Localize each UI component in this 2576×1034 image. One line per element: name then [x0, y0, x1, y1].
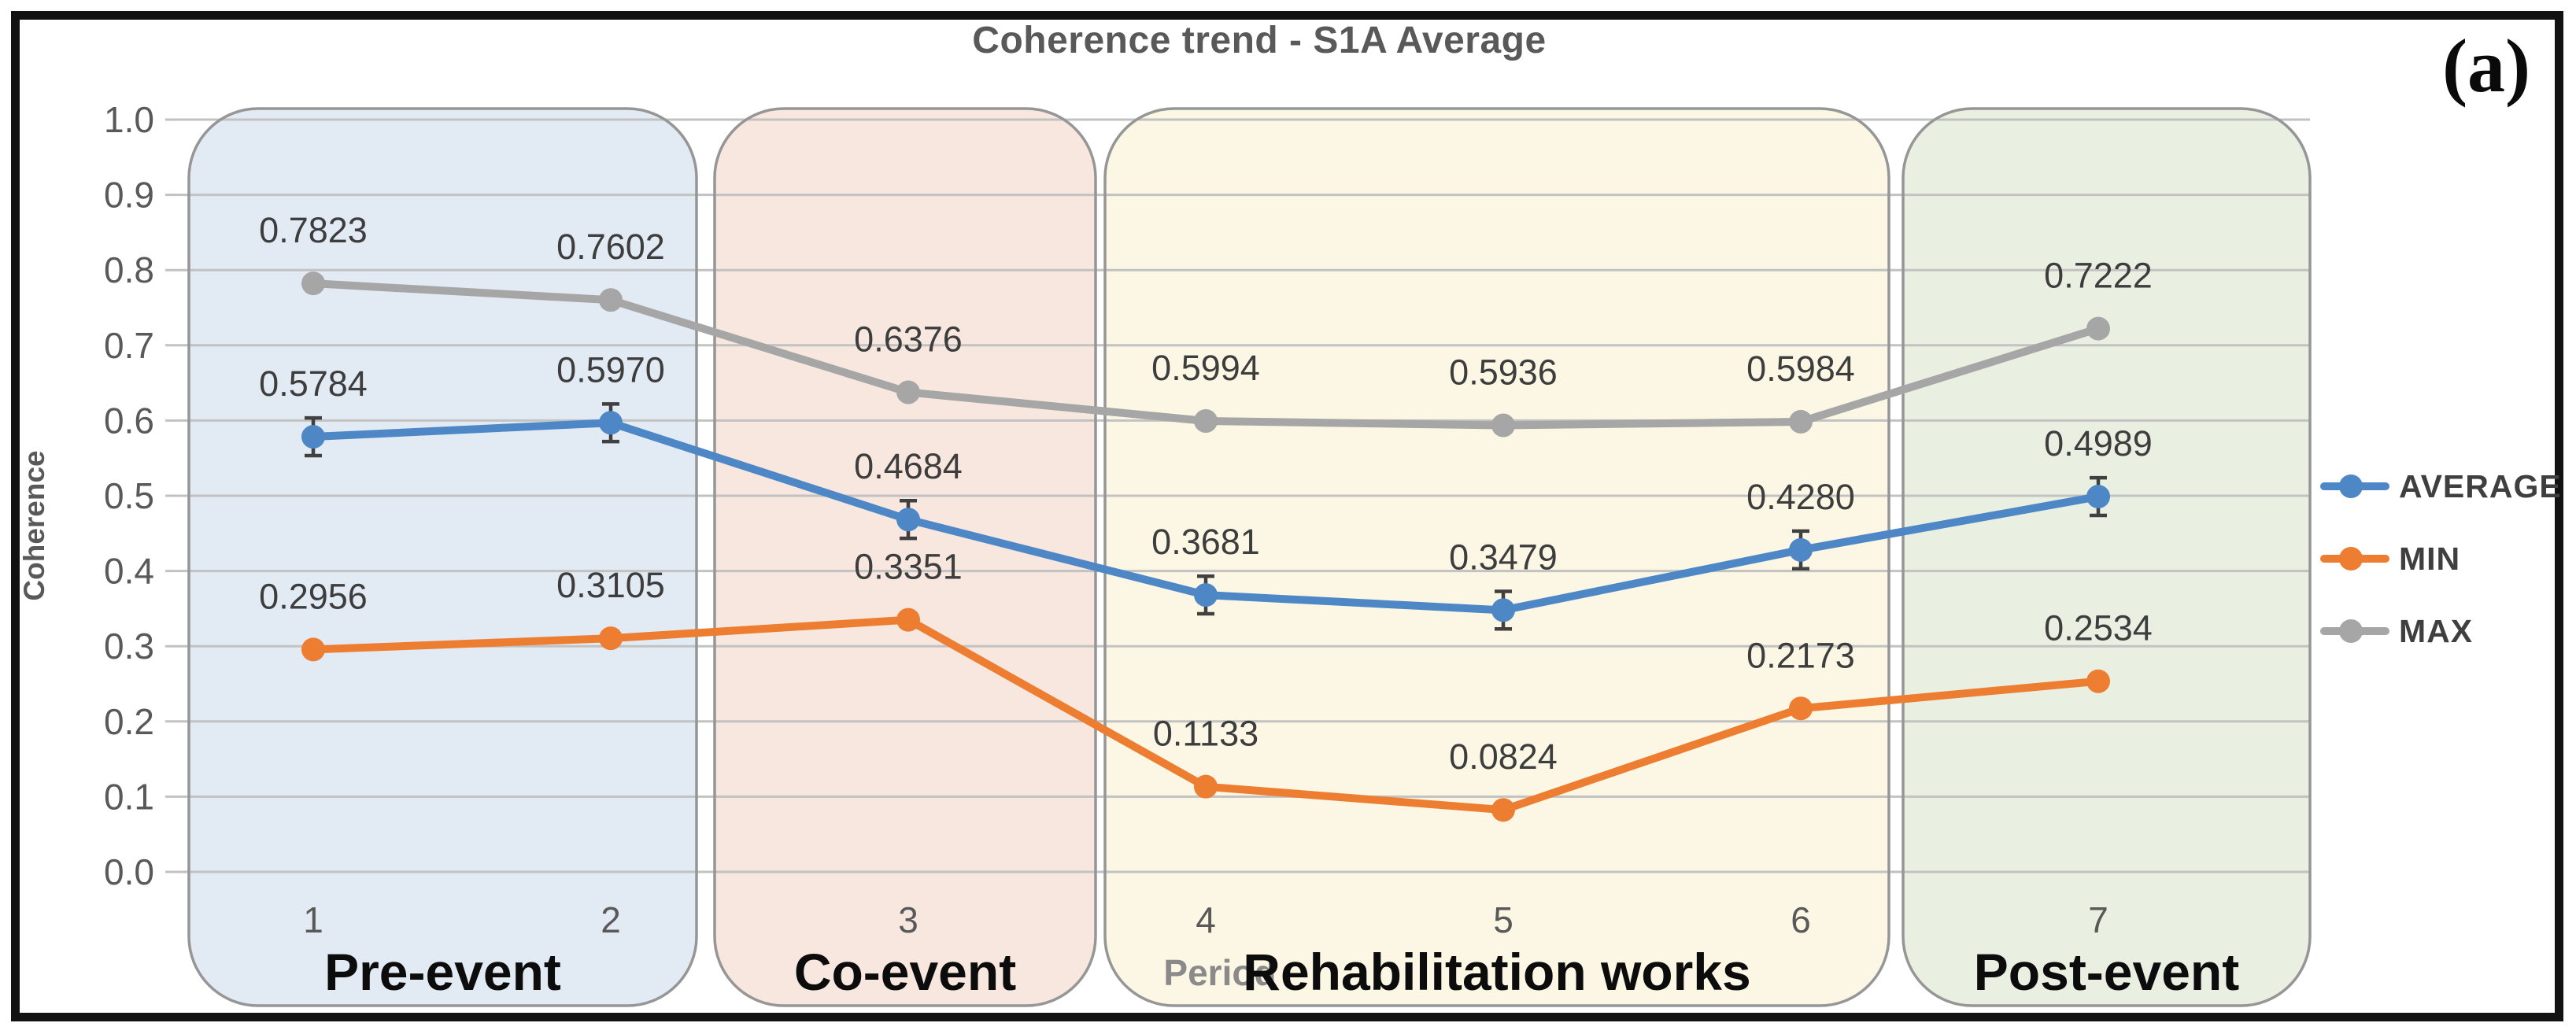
- average-point-6: [1789, 537, 1813, 562]
- max-legend-marker: [2320, 619, 2389, 643]
- average-point-5: [1491, 598, 1515, 622]
- legend-item-average: AVERAGE: [2320, 450, 2562, 523]
- min-point-6: [1789, 696, 1813, 721]
- min-label-2: 0.3105: [556, 565, 665, 605]
- max-label-2: 0.7602: [556, 227, 665, 267]
- average-label-1: 0.5784: [259, 364, 368, 404]
- legend-item-min: MIN: [2320, 523, 2562, 595]
- average-label-4: 0.3681: [1151, 522, 1260, 562]
- max-point-3: [896, 380, 920, 404]
- legend-label-min: MIN: [2399, 540, 2461, 577]
- max-label-1: 0.7823: [259, 210, 368, 250]
- min-point-3: [896, 607, 920, 632]
- average-label-7: 0.4989: [2044, 423, 2153, 463]
- phase-label-co-event: Co-event: [794, 943, 1016, 1001]
- min-legend-marker: [2320, 547, 2389, 571]
- max-label-5: 0.5936: [1449, 353, 1558, 393]
- min-point-5: [1491, 798, 1515, 822]
- legend-label-average: AVERAGE: [2399, 467, 2562, 504]
- y-tick-0.2: 0.2: [104, 701, 154, 742]
- average-label-3: 0.4684: [854, 446, 963, 486]
- x-tick-6: 6: [1791, 899, 1811, 940]
- min-point-1: [301, 637, 325, 662]
- min-legend-dot: [2339, 547, 2363, 571]
- min-point-7: [2086, 669, 2110, 693]
- legend-label-max: MAX: [2399, 612, 2474, 649]
- x-tick-4: 4: [1196, 899, 1216, 940]
- min-point-2: [599, 626, 623, 651]
- max-point-1: [301, 271, 325, 296]
- phase-region-rehabilitation-works: [1105, 109, 1889, 1006]
- average-point-7: [2086, 485, 2110, 509]
- min-label-4: 0.1133: [1153, 714, 1258, 754]
- min-label-6: 0.2173: [1746, 635, 1855, 675]
- y-tick-0.8: 0.8: [104, 249, 154, 290]
- x-tick-7: 7: [2088, 899, 2108, 940]
- max-point-7: [2086, 316, 2110, 341]
- phase-region-post-event: [1903, 109, 2310, 1006]
- x-tick-5: 5: [1493, 899, 1513, 940]
- max-point-5: [1491, 413, 1515, 438]
- legend: AVERAGE MIN MAX: [2320, 450, 2562, 667]
- phase-label-post-event: Post-event: [1974, 943, 2239, 1001]
- chart-title: Coherence trend - S1A Average: [972, 20, 1547, 61]
- y-tick-0.6: 0.6: [104, 400, 154, 441]
- phase-region-co-event: [715, 109, 1096, 1006]
- x-tick-1: 1: [303, 899, 323, 940]
- min-label-5: 0.0824: [1449, 737, 1558, 777]
- y-tick-0.0: 0.0: [104, 851, 154, 892]
- x-axis-title: Period: [1163, 952, 1276, 993]
- phase-region-pre-event: [189, 109, 697, 1006]
- y-tick-0.5: 0.5: [104, 475, 154, 516]
- average-label-5: 0.3479: [1449, 537, 1558, 577]
- max-point-2: [599, 288, 623, 312]
- min-point-4: [1194, 774, 1218, 799]
- phase-border-rehabilitation-works: [1103, 107, 1890, 1007]
- min-label-3: 0.3351: [854, 547, 963, 587]
- min-label-7: 0.2534: [2044, 608, 2153, 648]
- y-tick-0.1: 0.1: [104, 776, 154, 817]
- y-tick-1.0: 1.0: [104, 99, 154, 140]
- panel-label: (a): [2442, 24, 2530, 108]
- max-point-4: [1194, 408, 1218, 433]
- phase-label-rehabilitation-works: Rehabilitation works: [1243, 943, 1750, 1001]
- max-legend-dot: [2339, 619, 2363, 643]
- average-point-4: [1194, 583, 1218, 607]
- y-axis-title: Coherence: [18, 450, 50, 600]
- y-tick-0.4: 0.4: [104, 551, 154, 592]
- average-point-3: [896, 508, 920, 532]
- y-tick-0.3: 0.3: [104, 626, 154, 667]
- average-point-1: [301, 425, 325, 449]
- max-point-6: [1789, 409, 1813, 434]
- phase-border-co-event: [713, 107, 1097, 1007]
- x-tick-3: 3: [898, 899, 918, 940]
- x-tick-2: 2: [601, 899, 621, 940]
- y-tick-0.7: 0.7: [104, 325, 154, 366]
- legend-item-max: MAX: [2320, 595, 2562, 667]
- average-label-6: 0.4280: [1746, 477, 1855, 517]
- phase-border-pre-event: [187, 107, 698, 1007]
- y-tick-0.9: 0.9: [104, 175, 154, 216]
- phase-border-post-event: [1902, 107, 2312, 1007]
- average-legend-marker: [2320, 475, 2389, 498]
- min-label-1: 0.2956: [259, 576, 368, 616]
- max-label-6: 0.5984: [1746, 349, 1855, 389]
- max-label-7: 0.7222: [2044, 256, 2153, 296]
- phase-label-pre-event: Pre-event: [324, 943, 561, 1001]
- average-point-2: [599, 411, 623, 435]
- max-label-4: 0.5994: [1151, 348, 1260, 388]
- max-label-3: 0.6376: [854, 319, 963, 359]
- average-legend-dot: [2339, 475, 2363, 498]
- average-label-2: 0.5970: [556, 349, 665, 390]
